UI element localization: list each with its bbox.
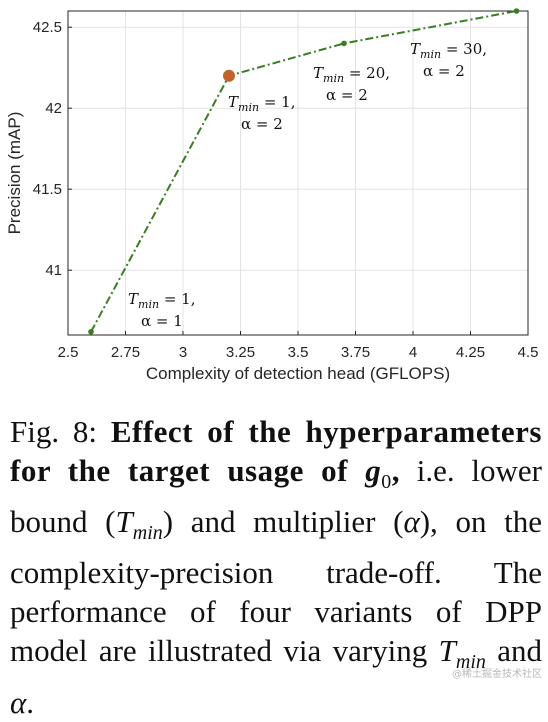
x-tick-label-6: 4 — [409, 344, 417, 361]
caption-min2: min — [455, 651, 486, 674]
data-point-2 — [341, 40, 347, 47]
y-tick-label-2: 42 — [45, 100, 62, 117]
series-line-0 — [90, 10, 517, 333]
series-layer — [88, 8, 520, 335]
caption-g-sub: 0 — [381, 471, 392, 494]
caption-bold-text: Effect of the hyperparameters for the ta… — [10, 414, 542, 494]
caption-rest3: ), on the complexity-precision trade-off… — [10, 504, 543, 669]
caption-alpha2: α — [10, 684, 27, 720]
caption-rest2: ) and multiplier ( — [162, 504, 404, 540]
caption-alpha: α — [403, 504, 420, 540]
y-tick-labels: 41 41.5 42 42.5 — [33, 19, 72, 279]
annotation-3-line1: Tmin = 30, — [410, 40, 487, 61]
highlight-point — [223, 69, 235, 82]
caption-end: . — [26, 684, 35, 720]
annotation-0-line1: Tmin = 1, — [128, 290, 195, 311]
annotation-2-line1: Tmin = 20, — [313, 64, 390, 85]
y-tick-label-3: 42.5 — [33, 19, 62, 36]
y-tick-label-1: 41.5 — [33, 181, 62, 198]
x-axis-label: Complexity of detection head (GFLOPS) — [146, 364, 450, 383]
x-tick-label-7: 4.25 — [456, 344, 485, 361]
data-point-3 — [513, 8, 520, 14]
grid-lines — [67, 11, 529, 335]
x-tick-label-2: 3 — [179, 344, 187, 361]
caption-g: g — [365, 453, 382, 488]
x-tick-label-3: 3.25 — [226, 344, 255, 361]
caption-min: min — [132, 522, 163, 545]
x-tick-label-0: 2.5 — [58, 344, 79, 361]
annotation-1-line1: Tmin = 1, — [228, 93, 295, 114]
x-tick-label-4: 3.5 — [288, 344, 309, 361]
data-point-0 — [88, 328, 94, 335]
annotation-0-line2: α = 1 — [141, 312, 183, 330]
caption-T: T — [115, 504, 133, 540]
watermark: @稀土掘金技术社区 — [452, 669, 542, 680]
figure-caption: Fig. 8: Effect of the hyperparameters fo… — [10, 412, 542, 722]
x-tick-label-1: 2.75 — [111, 344, 140, 361]
y-tick-label-0: 41 — [45, 262, 62, 279]
x-tick-labels: 2.5 2.75 3 3.25 3.5 3.75 4 4.25 4.5 — [58, 331, 539, 361]
annotation-2-line2: α = 2 — [326, 86, 368, 104]
y-axis-label: Precision (mAP) — [5, 112, 24, 235]
annotation-1-line2: α = 2 — [241, 115, 283, 133]
x-tick-label-5: 3.75 — [341, 344, 370, 361]
caption-T2: T — [438, 633, 456, 669]
caption-and: and — [485, 633, 542, 669]
x-tick-label-8: 4.5 — [518, 344, 539, 361]
caption-fig-label: Fig. 8: — [10, 414, 111, 449]
annotation-3-line2: α = 2 — [423, 62, 465, 80]
precision-complexity-chart: 2.5 2.75 3 3.25 3.5 3.75 4 4.25 4.5 41 41.5 42 42.5… — [5, 8, 539, 383]
caption-rest1: i.e. lower bound ( — [10, 453, 543, 540]
